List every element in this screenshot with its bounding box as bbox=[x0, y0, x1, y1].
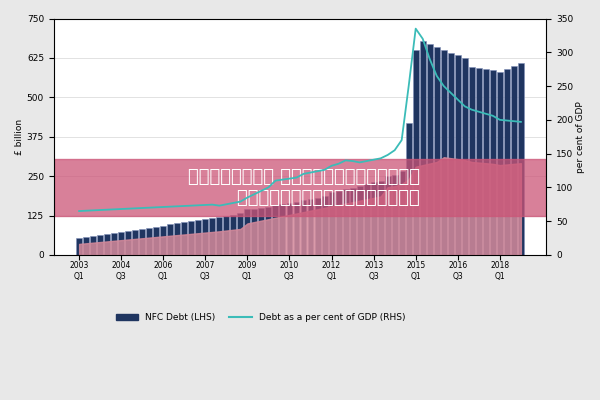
Bar bbox=[511, 66, 517, 255]
Bar bbox=[335, 191, 341, 255]
Bar bbox=[385, 176, 391, 255]
Legend: NFC Debt (LHS), Debt as a per cent of GDP (RHS): NFC Debt (LHS), Debt as a per cent of GD… bbox=[112, 310, 409, 326]
Bar bbox=[518, 63, 524, 255]
Text: 怎样加杠杆买股票 商务部：下一步要支持地方、
        企业探索贸易全链条数字化的实现路径: 怎样加杠杆买股票 商务部：下一步要支持地方、 企业探索贸易全链条数字化的实现路径 bbox=[187, 168, 420, 206]
Bar bbox=[329, 192, 335, 255]
Bar bbox=[188, 222, 194, 255]
Bar bbox=[350, 188, 356, 255]
Bar bbox=[406, 122, 412, 255]
Bar bbox=[314, 198, 320, 255]
Bar bbox=[434, 47, 440, 255]
Bar bbox=[181, 222, 187, 255]
Bar bbox=[398, 172, 404, 255]
Bar bbox=[230, 214, 236, 255]
Bar bbox=[175, 224, 180, 255]
Bar bbox=[483, 69, 489, 255]
Bar bbox=[125, 230, 131, 255]
Y-axis label: £ billion: £ billion bbox=[15, 119, 24, 155]
Bar bbox=[462, 58, 468, 255]
Bar bbox=[160, 226, 166, 255]
Y-axis label: per cent of GDP: per cent of GDP bbox=[576, 101, 585, 173]
Bar bbox=[238, 213, 244, 255]
Bar bbox=[265, 207, 271, 255]
Bar bbox=[504, 69, 510, 255]
Bar bbox=[371, 182, 377, 255]
Bar bbox=[196, 220, 202, 255]
Bar bbox=[287, 203, 292, 255]
Bar bbox=[420, 40, 425, 255]
Bar bbox=[146, 228, 152, 255]
Bar bbox=[272, 204, 278, 255]
Bar bbox=[217, 217, 223, 255]
Bar bbox=[83, 237, 89, 255]
Bar bbox=[448, 52, 454, 255]
Bar bbox=[167, 224, 173, 255]
Bar bbox=[54, 159, 546, 216]
Bar bbox=[104, 234, 110, 255]
Bar bbox=[490, 70, 496, 255]
Bar bbox=[356, 186, 362, 255]
Bar bbox=[476, 68, 482, 255]
Bar bbox=[132, 230, 138, 255]
Bar bbox=[413, 50, 419, 255]
Bar bbox=[259, 208, 265, 255]
Bar bbox=[427, 44, 433, 255]
Bar bbox=[244, 209, 250, 255]
Bar bbox=[322, 196, 328, 255]
Bar bbox=[153, 226, 159, 255]
Bar bbox=[76, 238, 82, 255]
Bar bbox=[469, 67, 475, 255]
Bar bbox=[377, 181, 383, 255]
Bar bbox=[118, 232, 124, 255]
Bar bbox=[455, 55, 461, 255]
Bar bbox=[343, 189, 349, 255]
Bar bbox=[90, 236, 96, 255]
Bar bbox=[364, 184, 370, 255]
Bar bbox=[223, 216, 229, 255]
Bar bbox=[280, 204, 286, 255]
Bar bbox=[392, 174, 398, 255]
Bar bbox=[301, 200, 307, 255]
Bar bbox=[251, 209, 257, 255]
Bar bbox=[308, 199, 313, 255]
Bar bbox=[202, 220, 208, 255]
Bar bbox=[441, 50, 447, 255]
Bar bbox=[497, 72, 503, 255]
Bar bbox=[111, 232, 117, 255]
Bar bbox=[209, 218, 215, 255]
Bar bbox=[139, 228, 145, 255]
Bar bbox=[97, 234, 103, 255]
Bar bbox=[293, 202, 299, 255]
